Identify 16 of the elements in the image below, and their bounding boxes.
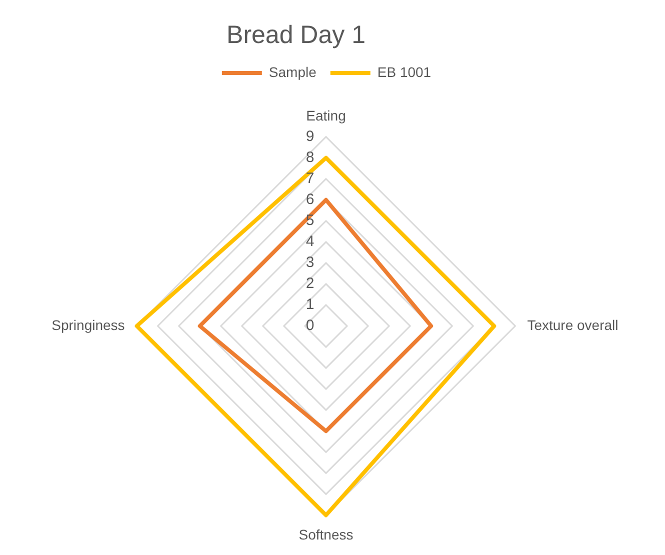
chart-title: Bread Day 1 <box>226 20 366 49</box>
spoke-label: Springiness <box>52 316 125 333</box>
y-tick-label: 3 <box>306 254 314 272</box>
y-tick-label: 1 <box>306 296 314 314</box>
spoke-label: Eating <box>306 107 346 124</box>
y-tick-label: 0 <box>306 317 314 334</box>
legend-label: Sample <box>268 64 317 80</box>
legend-label: EB 1001 <box>377 64 432 80</box>
spoke-label: Softness <box>298 526 354 542</box>
spoke-label: Texture overall <box>527 316 618 333</box>
y-tick-label: 9 <box>306 128 314 145</box>
y-tick-label: 8 <box>306 148 314 166</box>
y-tick-label: 6 <box>306 191 314 208</box>
y-tick-label: 7 <box>306 170 314 187</box>
y-tick-label: 4 <box>306 233 314 250</box>
y-tick-label: 2 <box>306 275 314 292</box>
